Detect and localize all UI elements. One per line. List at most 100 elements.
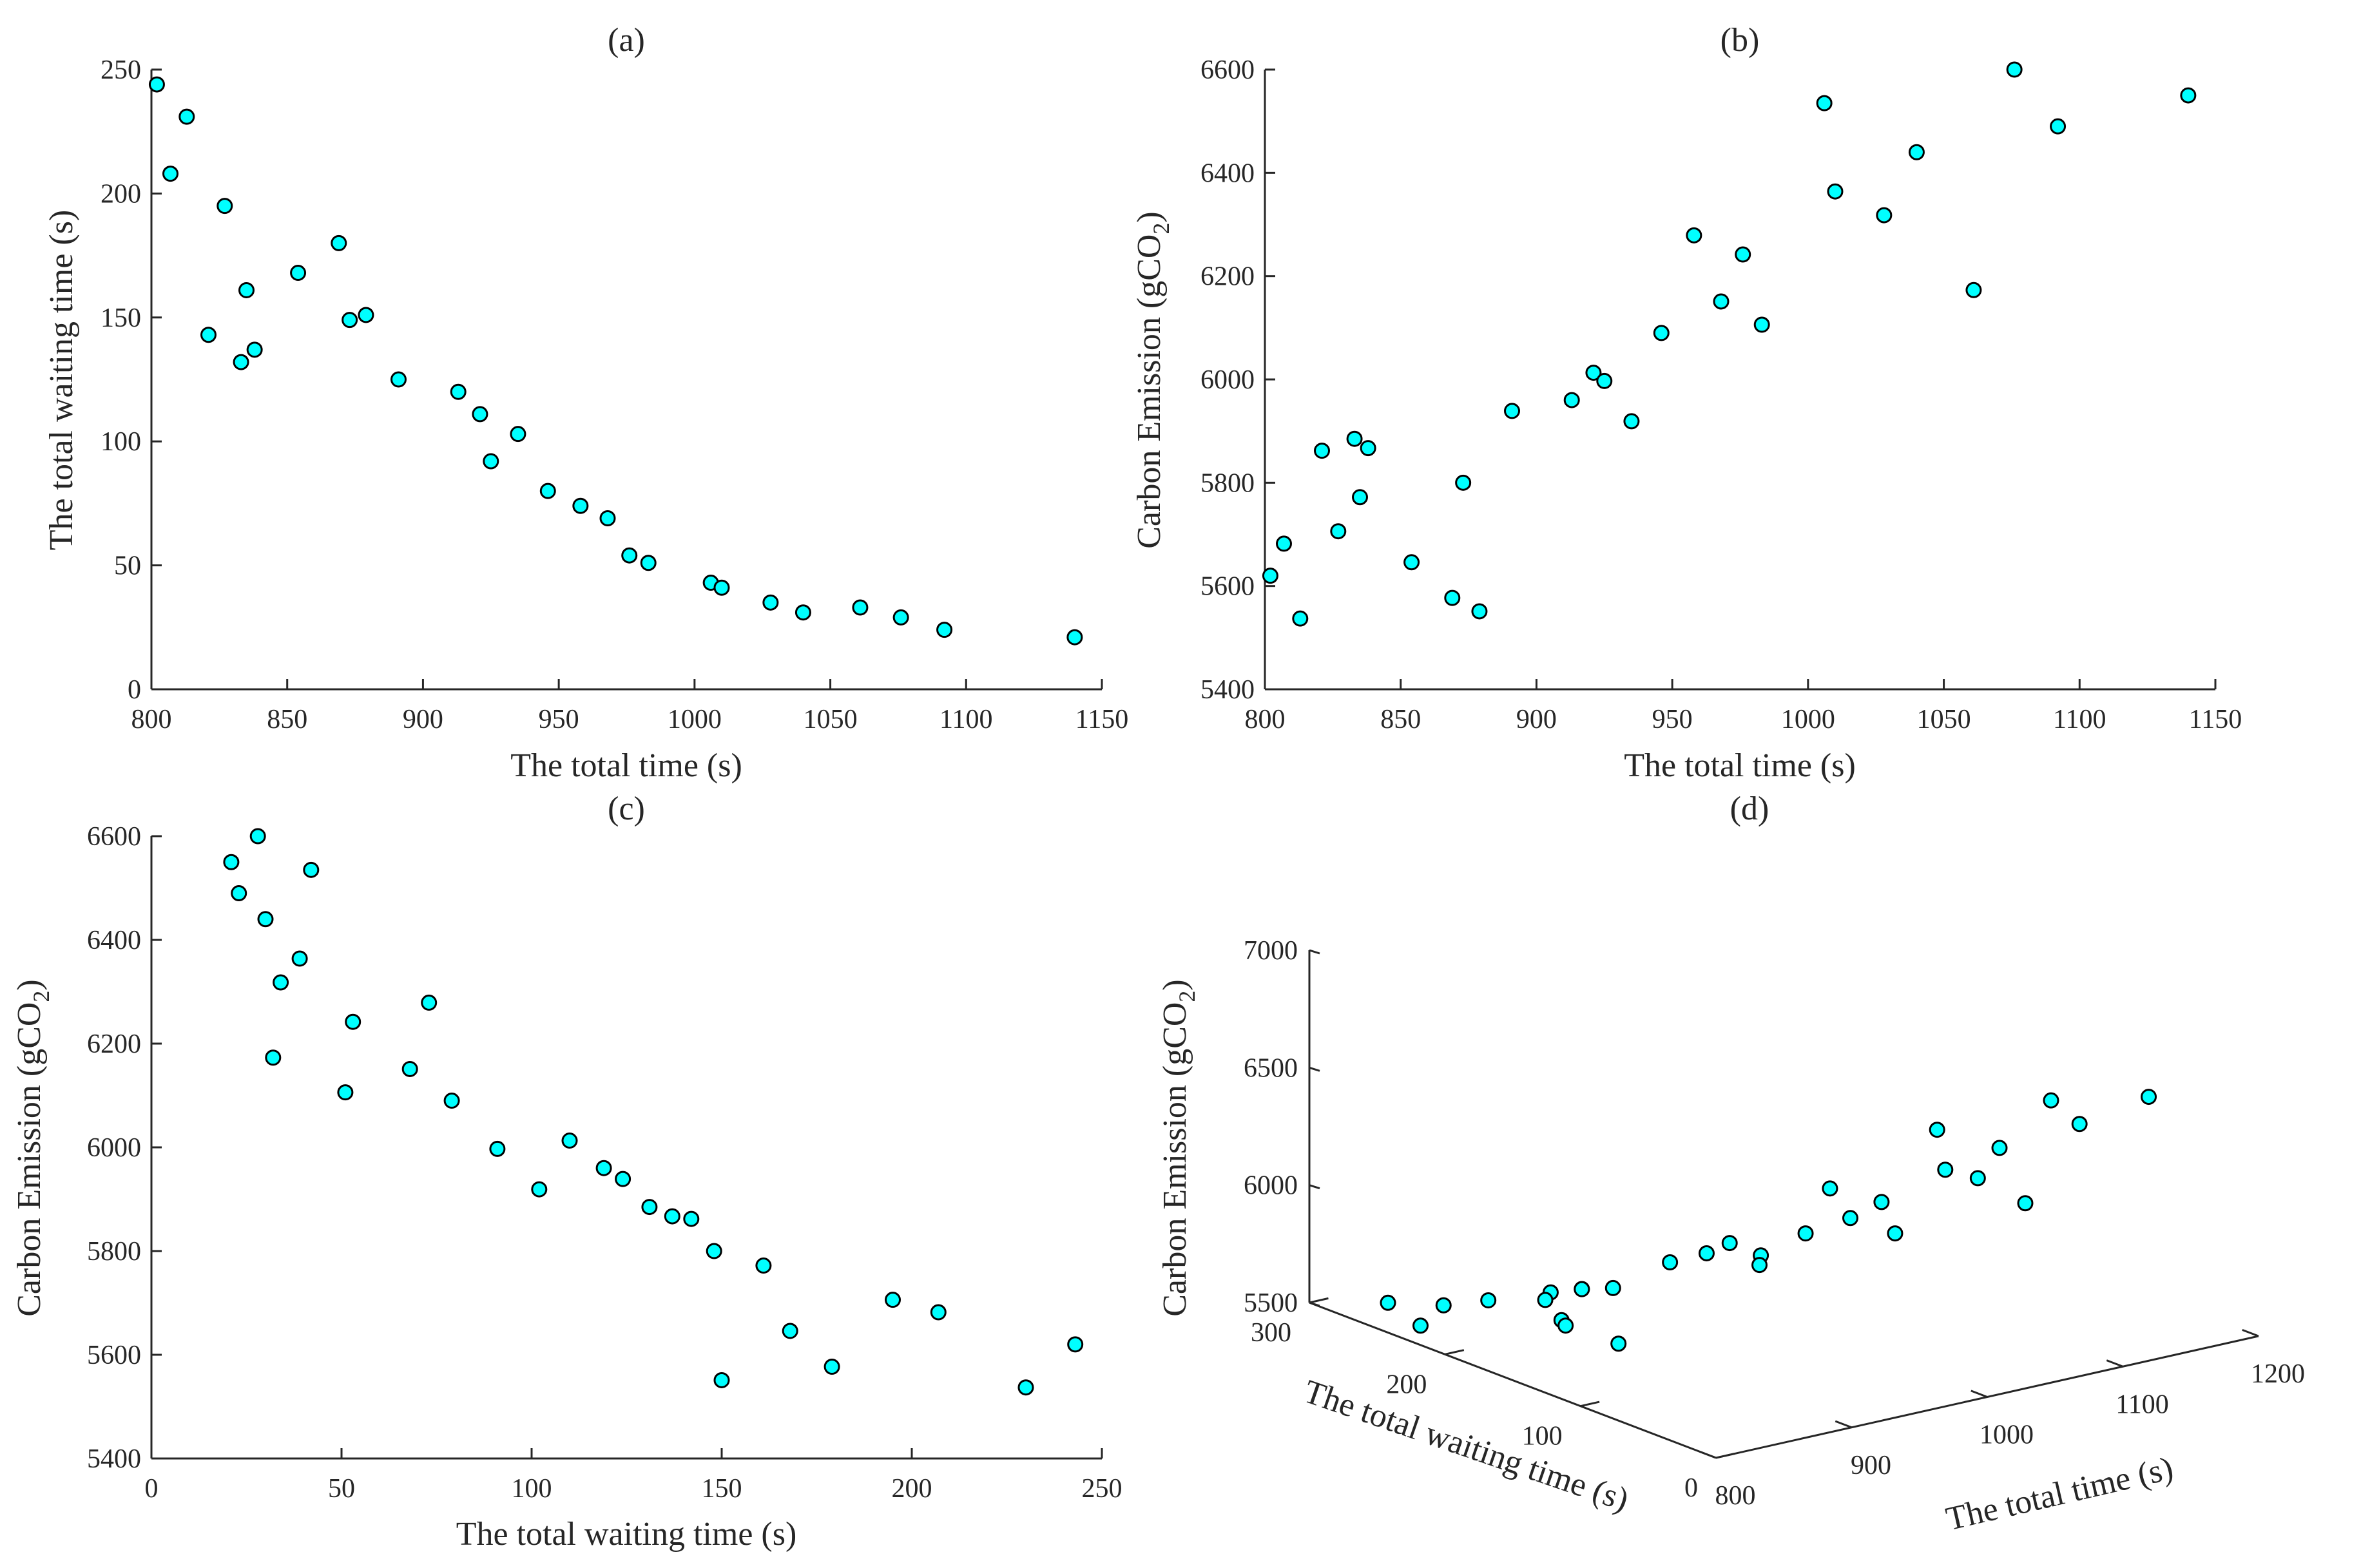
- panel-b-data-point: [2006, 61, 2023, 78]
- panel-b-data-point: [1504, 403, 1520, 419]
- panel-a-data-point: [795, 604, 811, 621]
- panel-a-data-point: [936, 622, 953, 638]
- panel-d-x-label: The total time (s): [1943, 1450, 2177, 1538]
- panel-a-y-tick-label: 100: [101, 427, 141, 457]
- panel-d-data-point: [1721, 1235, 1738, 1252]
- panel-a-data-point: [572, 497, 589, 514]
- panel-a-data-point: [162, 166, 178, 182]
- panel-a-data-point: [621, 547, 638, 564]
- panel-a-data-point: [450, 383, 467, 400]
- panel-c-data-point: [345, 1013, 361, 1030]
- panel-c-y-label-sub: 2: [28, 991, 54, 1002]
- panel-c-data-point: [231, 885, 247, 902]
- panel-a-x-tick-label: 850: [267, 705, 307, 734]
- panel-d-y-tick-label: 100: [1522, 1422, 1563, 1451]
- panel-d-x-tick: [2106, 1359, 2124, 1368]
- panel-d-data-point: [1662, 1254, 1679, 1270]
- panel-c-x-tick-label: 50: [328, 1474, 355, 1504]
- panel-b-data-point: [1360, 440, 1376, 457]
- panel-c-data-point: [755, 1257, 772, 1274]
- panel-c-data-point: [249, 828, 266, 845]
- panel-d-y-axis: [1309, 1301, 1717, 1459]
- panel-d-data-point: [1991, 1140, 2008, 1156]
- panel-c-y-tick-label: 5800: [87, 1237, 141, 1267]
- panel-c-data-point: [930, 1304, 947, 1321]
- panel-d-data-point: [1929, 1122, 1945, 1138]
- panel-d-points: [1380, 1089, 2157, 1352]
- panel-b-x-tick-label: 800: [1245, 705, 1286, 734]
- panel-c-x-tick-label: 0: [145, 1474, 159, 1504]
- panel-c-data-point: [615, 1171, 631, 1187]
- panel-b: (b) 800 850 900 950 1000 1050 1100 1150 5400 5600…: [1131, 22, 2242, 784]
- panel-b-data-point: [1686, 227, 1702, 244]
- panel-c-data-point: [683, 1210, 700, 1227]
- panel-d-z-tick: [1309, 949, 1320, 955]
- panel-b-data-point: [1585, 365, 1602, 381]
- panel-c-data-point: [664, 1208, 680, 1225]
- panel-a-y-tick-label: 250: [101, 55, 141, 85]
- panel-b-data-point: [1827, 183, 1844, 200]
- panel-a-data-point: [640, 555, 657, 571]
- panel-c-y-tick-label: 6200: [87, 1029, 141, 1059]
- panel-b-x-tick-label: 850: [1380, 705, 1421, 734]
- panel-b-data-point: [1816, 95, 1833, 111]
- panel-a-data-point: [246, 341, 263, 358]
- panel-c-data-point: [291, 950, 308, 967]
- panel-d-data-point: [1480, 1292, 1497, 1308]
- panel-a-data-point: [1066, 629, 1083, 645]
- panel-b-data-point: [1292, 610, 1309, 627]
- panel-d-y-tick: [1715, 1452, 1735, 1459]
- panel-d-y-tick: [1580, 1401, 1600, 1408]
- panel-d-y-tick: [1309, 1297, 1329, 1304]
- panel-d-data-point: [1969, 1170, 1986, 1187]
- panel-d-x-tick: [1699, 1450, 1717, 1459]
- panel-d-x-tick-label: 800: [1715, 1481, 1756, 1511]
- panel-b-y-tick-label: 5800: [1200, 468, 1255, 498]
- panel-d-data-point: [1797, 1225, 1814, 1242]
- panel-a-data-point: [290, 265, 307, 282]
- panel-a-data-point: [342, 312, 358, 329]
- panel-a-data-point: [358, 307, 374, 323]
- panel-b-y-tick-label: 6000: [1200, 365, 1255, 395]
- panel-a-data-point: [599, 510, 616, 526]
- panel-d-data-point: [1698, 1245, 1715, 1261]
- panel-b-data-point: [1471, 603, 1488, 620]
- panel-c-title: (c): [608, 790, 645, 827]
- panel-d-data-point: [1610, 1335, 1627, 1352]
- panel-a-y-tick-label: 0: [128, 675, 141, 705]
- panel-a-x-label: The total time (s): [510, 747, 742, 784]
- panel-b-x-tick-label: 1000: [1781, 705, 1835, 734]
- panel-c-data-point: [595, 1160, 612, 1176]
- panel-c-data-point: [421, 994, 438, 1011]
- panel-c-data-point: [265, 1049, 282, 1066]
- panel-a-data-point: [762, 594, 779, 611]
- panel-c-data-point: [257, 911, 274, 928]
- panel-c: (c) 0 50 100 150 200 250 5400 5600 5800 6000 6200 6…: [11, 790, 1123, 1553]
- panel-c-data-point: [713, 1372, 730, 1388]
- panel-b-y-tick-label: 5400: [1200, 675, 1255, 705]
- panel-b-data-point: [1623, 413, 1640, 430]
- panel-c-x-tick-label: 200: [892, 1474, 932, 1504]
- panel-c-data-point: [824, 1359, 840, 1375]
- panel-a: (a) 800 850 900 950 1000 1050 1100 1150 0 50 100 15…: [43, 22, 1128, 784]
- panel-a-data-point: [472, 406, 488, 423]
- panel-d-z-tick-label: 6000: [1244, 1171, 1298, 1201]
- panel-c-data-point: [223, 854, 240, 870]
- panel-d-data-point: [1822, 1180, 1838, 1197]
- panel-d-data-point: [2141, 1089, 2157, 1105]
- panel-d-z-tick: [1309, 1066, 1320, 1072]
- panel-b-y-tick-label: 5600: [1200, 572, 1255, 602]
- panel-c-y-label-main: Carbon Emission (gCO: [11, 1002, 48, 1317]
- panel-b-data-point: [1352, 489, 1368, 506]
- panel-b-y-label-sub: 2: [1148, 223, 1174, 234]
- panel-a-data-point: [510, 426, 526, 443]
- panel-c-x-tick-label: 100: [512, 1474, 552, 1504]
- panel-a-data-point: [483, 453, 499, 470]
- panel-d-x-tick-label: 1100: [2115, 1390, 2168, 1419]
- panel-b-x-tick-label: 1100: [2053, 705, 2106, 734]
- panel-a-x-tick-label: 900: [403, 705, 443, 734]
- panel-b-x-tick-label: 900: [1516, 705, 1557, 734]
- panel-d-x-tick: [1835, 1420, 1853, 1429]
- panel-d-data-point: [1380, 1294, 1396, 1311]
- panel-a-x-tick-label: 800: [131, 705, 172, 734]
